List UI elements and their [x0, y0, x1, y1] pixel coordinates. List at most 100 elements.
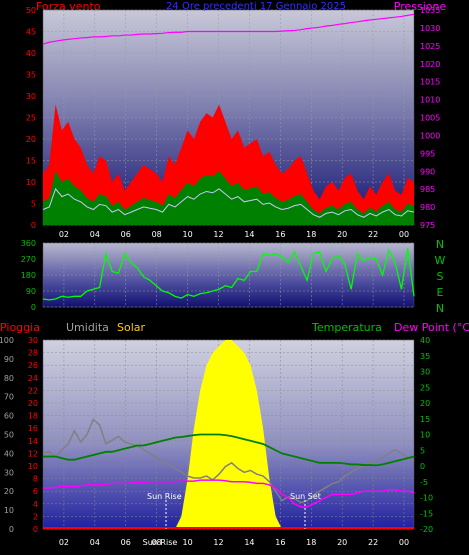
rain-axis-label: Pioggia: [0, 321, 40, 334]
y-tick-temperature: 25: [420, 383, 430, 392]
dewpoint-axis-label: Dew Point (°C): [394, 321, 469, 334]
x-tick: 06: [121, 538, 131, 547]
y-tick-left: 15: [26, 157, 36, 166]
temperature-series: [43, 433, 415, 467]
solar-axis-label: Solar: [117, 321, 146, 334]
y-tick-rain: 30: [28, 336, 38, 345]
sunset-label: Sun Set: [290, 492, 321, 501]
compass-letter: N: [436, 302, 444, 315]
y-tick-rain: 0: [33, 525, 38, 534]
y-tick-left: 0: [31, 221, 36, 230]
x-tick: 06: [121, 230, 131, 239]
y-tick-right: 1035: [420, 6, 440, 15]
x-tick: 00: [399, 230, 409, 239]
compass-letter: W: [435, 254, 446, 267]
y-tick-rain: 16: [28, 424, 38, 433]
x-tick: 02: [59, 538, 69, 547]
solar-series: [43, 340, 414, 529]
y-tick-rain: 24: [28, 374, 38, 383]
humidity-series: [42, 418, 415, 504]
x-tick: 18: [306, 230, 316, 239]
sunrise-tick-label: Sun Rise: [143, 538, 178, 547]
y-tick-humidity: 80: [4, 374, 14, 383]
x-tick: 02: [59, 230, 69, 239]
y-tick-humidity: 20: [4, 487, 14, 496]
y-tick-right: 1010: [420, 96, 440, 105]
y-tick-temperature: -15: [420, 509, 433, 518]
x-tick: 12: [213, 538, 223, 547]
y-tick-temperature: -20: [420, 525, 433, 534]
y-tick-rain: 22: [28, 386, 38, 395]
y-tick-right: 990: [420, 167, 435, 176]
compass-letter: E: [437, 286, 444, 299]
wind-direction-series: [42, 248, 415, 301]
x-tick: 14: [244, 230, 254, 239]
wind-line-series: [42, 187, 415, 218]
y-tick-left: 20: [26, 135, 36, 144]
y-tick-humidity: 0: [9, 525, 14, 534]
x-tick: 04: [90, 538, 100, 547]
y-tick-humidity: 10: [4, 506, 14, 515]
y-tick-temperature: 5: [420, 446, 425, 455]
wind-pressure-panel: Forza vento 24 Ore precedenti 17 Gennaio…: [26, 0, 447, 239]
y-tick-right: 995: [420, 149, 435, 158]
x-tick: 16: [275, 230, 285, 239]
x-tick: 22: [368, 230, 378, 239]
y-tick-rain: 18: [28, 412, 38, 421]
y-tick-temperature: 20: [420, 399, 430, 408]
y-tick-humidity: 30: [4, 468, 14, 477]
compass-letter: S: [437, 270, 444, 283]
dewpoint-series: [43, 479, 415, 508]
y-tick-left: 0: [31, 303, 36, 312]
y-tick-temperature: 40: [420, 336, 430, 345]
chart-title: 24 Ore precedenti 17 Gennaio 2025: [166, 1, 346, 12]
x-tick: 08: [152, 230, 162, 239]
y-tick-rain: 10: [28, 462, 38, 471]
x-tick: 20: [337, 538, 347, 547]
y-tick-left: 270: [21, 255, 36, 264]
y-tick-left: 5: [31, 200, 36, 209]
y-tick-left: 30: [26, 92, 36, 101]
y-tick-right: 1000: [420, 131, 440, 140]
y-tick-rain: 4: [33, 500, 38, 509]
x-tick: 10: [182, 230, 192, 239]
y-tick-left: 10: [26, 178, 36, 187]
y-tick-rain: 26: [28, 361, 38, 370]
y-tick-rain: 2: [33, 512, 38, 521]
y-tick-right: 975: [420, 221, 435, 230]
y-tick-right: 985: [420, 185, 435, 194]
y-tick-humidity: 100: [0, 336, 14, 345]
y-tick-temperature: -10: [420, 494, 433, 503]
x-tick: 14: [244, 538, 254, 547]
y-tick-left: 45: [26, 28, 36, 37]
y-tick-rain: 28: [28, 349, 38, 358]
y-tick-humidity: 40: [4, 449, 14, 458]
temperature-axis-label: Temperatura: [311, 321, 382, 334]
y-tick-temperature: -5: [420, 478, 428, 487]
y-tick-humidity: 60: [4, 412, 14, 421]
y-tick-rain: 14: [28, 437, 38, 446]
y-tick-right: 1020: [420, 60, 440, 69]
x-tick: 22: [368, 538, 378, 547]
y-tick-humidity: 50: [4, 431, 14, 440]
y-tick-left: 90: [26, 287, 36, 296]
y-tick-left: 360: [21, 239, 36, 248]
y-tick-temperature: 15: [420, 415, 430, 424]
y-tick-humidity: 70: [4, 393, 14, 402]
y-tick-right: 980: [420, 203, 435, 212]
y-tick-left: 180: [21, 271, 36, 280]
y-tick-right: 1030: [420, 24, 440, 33]
y-tick-temperature: 30: [420, 368, 430, 377]
y-tick-rain: 12: [28, 449, 38, 458]
sunrise-label: Sun Rise: [147, 492, 182, 501]
wind-gust-series: [43, 104, 414, 225]
y-tick-temperature: 10: [420, 431, 430, 440]
x-tick: 16: [275, 538, 285, 547]
y-tick-humidity: 90: [4, 355, 14, 364]
y-tick-rain: 20: [28, 399, 38, 408]
x-tick: 20: [337, 230, 347, 239]
pressure-axis-label: Pressione: [394, 0, 447, 13]
wind-average-series: [43, 170, 414, 225]
